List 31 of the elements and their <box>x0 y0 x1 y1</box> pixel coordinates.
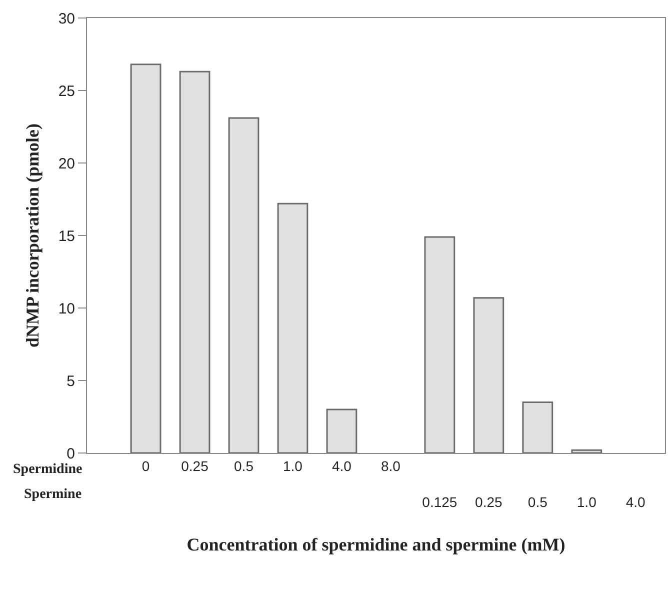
x-tick-label: 0.5 <box>528 494 548 510</box>
bar <box>571 449 602 453</box>
bar <box>228 117 260 453</box>
x-tick-label: 0.5 <box>234 458 254 474</box>
bar <box>326 408 358 453</box>
x-tick-label: 8.0 <box>380 458 401 474</box>
y-tick-label: 10 <box>58 300 75 318</box>
x-tick-label: 0 <box>142 458 150 474</box>
bar <box>130 64 162 453</box>
x-tick-label: 0.25 <box>181 458 209 474</box>
y-tick-label: 30 <box>58 10 75 28</box>
x-tick-label: 4.0 <box>332 458 352 474</box>
y-axis-title: dNMP incorporation (pmole) <box>22 124 43 348</box>
bar <box>179 70 210 453</box>
bar <box>277 202 308 453</box>
x-tick-label: 4.0 <box>626 494 646 510</box>
x-tick-label: 1.0 <box>282 458 303 474</box>
text: Spermidine <box>13 462 82 477</box>
y-tick-label: 15 <box>58 228 75 245</box>
bar <box>424 236 456 453</box>
bar <box>522 402 554 453</box>
y-tick-label: 25 <box>58 82 75 100</box>
bar <box>473 297 504 453</box>
y-tick-label: 0 <box>66 445 75 462</box>
x-tick-label: 0.125 <box>422 494 458 510</box>
x-tick-label: 1.0 <box>576 494 597 510</box>
x-axis-title: Concentration of spermidine and spermine (mM) <box>186 534 566 554</box>
text: Spermine <box>24 487 82 502</box>
y-tick-label: 20 <box>58 155 75 172</box>
x-tick-label: 0.25 <box>475 494 502 510</box>
y-tick-label: 5 <box>66 372 75 390</box>
